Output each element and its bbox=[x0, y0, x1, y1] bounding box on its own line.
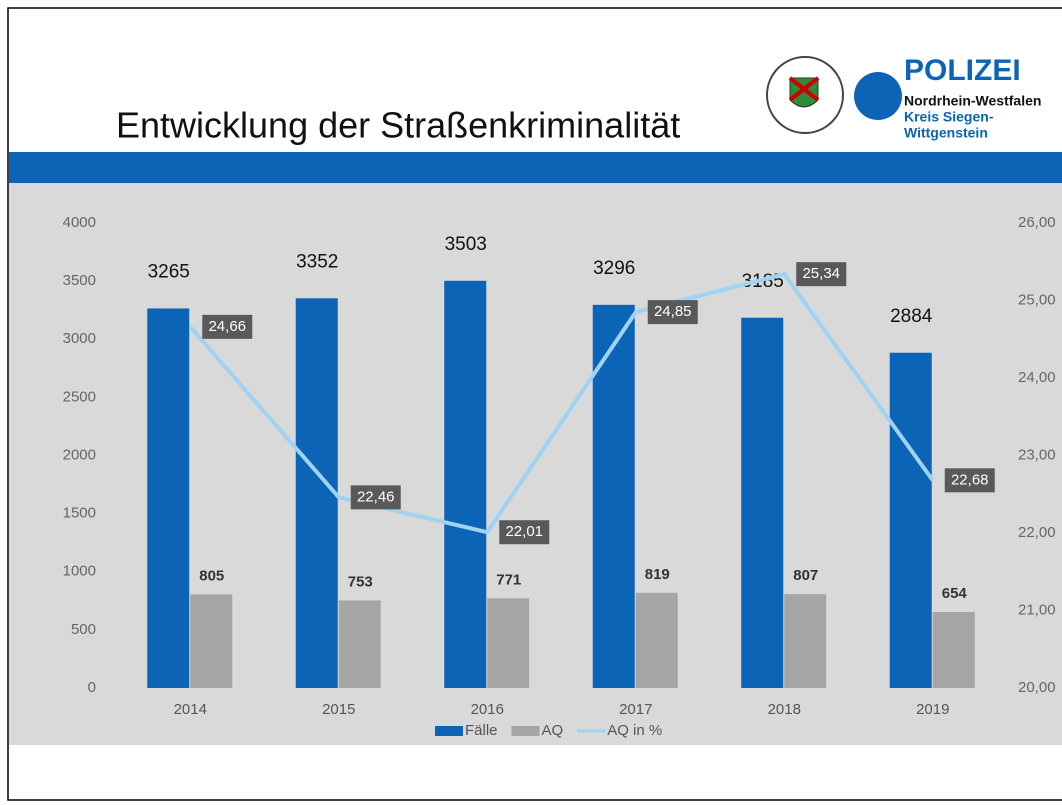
y-tick-label: 2500 bbox=[63, 388, 96, 405]
data-label: 22,68 bbox=[951, 471, 989, 488]
legend-label: AQ in % bbox=[607, 722, 662, 739]
data-label: 3296 bbox=[593, 258, 635, 279]
data-label: 819 bbox=[645, 566, 670, 583]
y-tick-label: 1000 bbox=[63, 563, 96, 580]
y2-tick-label: 23,00 bbox=[1018, 446, 1056, 463]
data-label-box bbox=[944, 468, 995, 493]
bar bbox=[889, 352, 932, 688]
data-label: 24,85 bbox=[654, 303, 692, 320]
data-label: 24,66 bbox=[208, 318, 246, 335]
data-label-box bbox=[647, 300, 698, 325]
legend-label: Fälle bbox=[465, 722, 498, 739]
y2-tick-label: 26,00 bbox=[1018, 214, 1056, 231]
x-tick-label: 2017 bbox=[619, 701, 652, 718]
logo-name: POLIZEI bbox=[904, 54, 1021, 87]
bar bbox=[784, 594, 827, 688]
data-label: 25,34 bbox=[802, 265, 840, 282]
data-label: 2884 bbox=[890, 306, 933, 327]
data-label-box bbox=[202, 314, 253, 339]
y2-tick-label: 21,00 bbox=[1018, 601, 1056, 618]
y-tick-label: 0 bbox=[88, 679, 96, 696]
y-tick-label: 2000 bbox=[63, 446, 96, 463]
x-tick-label: 2014 bbox=[174, 701, 207, 718]
legend-label: AQ bbox=[542, 722, 564, 739]
data-label: 3265 bbox=[148, 261, 190, 282]
y2-tick-label: 24,00 bbox=[1018, 369, 1056, 386]
header-band bbox=[9, 152, 1062, 183]
logo-cross bbox=[788, 76, 820, 102]
data-label: 771 bbox=[496, 571, 521, 588]
y2-tick-label: 20,00 bbox=[1018, 679, 1056, 696]
legend-marker bbox=[435, 726, 463, 736]
data-label: 807 bbox=[793, 567, 818, 584]
bar bbox=[190, 594, 233, 688]
chart-title: Entwicklung der Straßenkriminalität bbox=[116, 105, 680, 146]
data-label: 22,46 bbox=[357, 488, 395, 505]
data-label: 805 bbox=[199, 567, 224, 584]
x-tick-label: 2018 bbox=[768, 701, 801, 718]
bar bbox=[295, 298, 338, 688]
y-tick-label: 3000 bbox=[63, 330, 96, 347]
data-label-box bbox=[499, 520, 550, 545]
bar bbox=[592, 304, 635, 688]
legend-marker bbox=[511, 726, 540, 736]
bar bbox=[338, 600, 381, 688]
logo-wave bbox=[854, 72, 902, 120]
y-tick-label: 4000 bbox=[63, 214, 96, 231]
y2-tick-label: 22,00 bbox=[1018, 524, 1056, 541]
logo-district: Kreis Siegen- bbox=[904, 109, 994, 125]
data-label: 753 bbox=[348, 573, 373, 590]
y-tick-label: 1500 bbox=[63, 505, 96, 522]
data-label: 3352 bbox=[296, 251, 338, 272]
x-tick-label: 2019 bbox=[916, 701, 949, 718]
bar bbox=[444, 280, 487, 688]
x-tick-label: 2016 bbox=[471, 701, 504, 718]
data-label-box bbox=[350, 485, 401, 510]
data-label: 22,01 bbox=[505, 523, 543, 540]
bar bbox=[741, 317, 784, 688]
bar bbox=[932, 611, 975, 688]
data-label: 654 bbox=[942, 585, 968, 602]
y-tick-label: 3500 bbox=[63, 272, 96, 289]
y2-tick-label: 25,00 bbox=[1018, 291, 1056, 308]
logo-district: Wittgenstein bbox=[904, 125, 988, 141]
y-tick-label: 500 bbox=[71, 621, 96, 638]
bar bbox=[147, 308, 190, 688]
data-label-box bbox=[796, 262, 847, 287]
logo-state: Nordrhein-Westfalen bbox=[904, 93, 1041, 109]
x-tick-label: 2015 bbox=[322, 701, 355, 718]
logo: POLIZEI Nordrhein-Westfalen Kreis Siegen… bbox=[766, 54, 1041, 141]
data-label: 3503 bbox=[445, 234, 487, 255]
bar bbox=[635, 592, 678, 688]
line bbox=[188, 271, 935, 535]
bar bbox=[487, 598, 530, 688]
